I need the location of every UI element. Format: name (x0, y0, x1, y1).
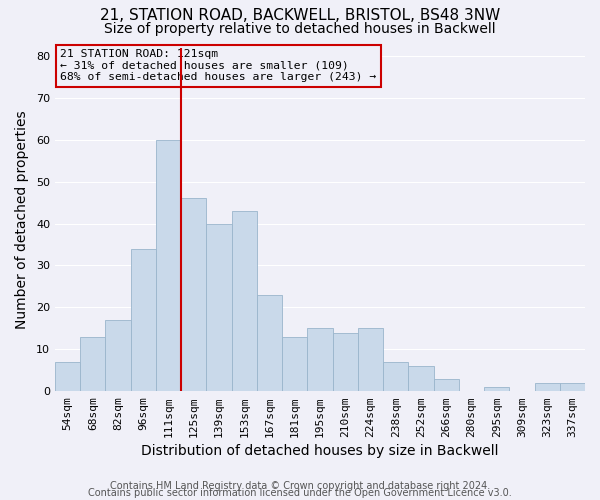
Bar (181, 198, 206, 391)
X-axis label: Distribution of detached houses by size in Backwell: Distribution of detached houses by size … (141, 444, 499, 458)
Y-axis label: Number of detached properties: Number of detached properties (15, 110, 29, 328)
Bar (55, 362, 80, 391)
Bar (232, 211, 257, 391)
Bar (131, 248, 156, 391)
Bar (257, 295, 282, 391)
Bar (560, 383, 585, 391)
Text: Contains public sector information licensed under the Open Government Licence v3: Contains public sector information licen… (88, 488, 512, 498)
Text: 21 STATION ROAD: 121sqm
← 31% of detached houses are smaller (109)
68% of semi-d: 21 STATION ROAD: 121sqm ← 31% of detache… (60, 49, 376, 82)
Bar (434, 378, 459, 391)
Text: Size of property relative to detached houses in Backwell: Size of property relative to detached ho… (104, 22, 496, 36)
Bar (535, 383, 560, 391)
Bar (332, 332, 358, 391)
Bar (80, 336, 106, 391)
Bar (156, 140, 181, 391)
Bar (206, 224, 232, 391)
Text: 21, STATION ROAD, BACKWELL, BRISTOL, BS48 3NW: 21, STATION ROAD, BACKWELL, BRISTOL, BS4… (100, 8, 500, 22)
Bar (383, 362, 409, 391)
Bar (307, 328, 332, 391)
Bar (409, 366, 434, 391)
Bar (282, 336, 307, 391)
Bar (484, 387, 509, 391)
Bar (106, 320, 131, 391)
Bar (358, 328, 383, 391)
Text: Contains HM Land Registry data © Crown copyright and database right 2024.: Contains HM Land Registry data © Crown c… (110, 481, 490, 491)
